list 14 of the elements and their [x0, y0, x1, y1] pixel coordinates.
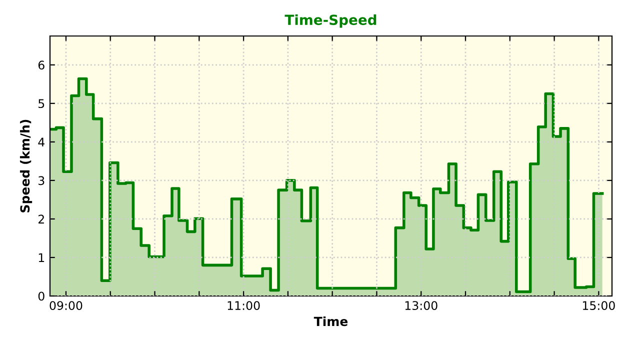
x-tick-label: 09:00: [50, 301, 82, 310]
y-tick-label: 1: [38, 253, 44, 262]
x-tick-label: 15:00: [582, 301, 615, 310]
y-tick-label: 4: [38, 138, 44, 146]
y-tick-label: 6: [38, 60, 44, 70]
y-tick-label: 0: [38, 292, 44, 301]
x-axis-title: Time: [314, 316, 348, 326]
x-tick-label: 11:00: [228, 301, 260, 310]
y-tick-label: 5: [38, 99, 44, 108]
x-tick-label: 13:00: [405, 301, 438, 310]
y-axis-title: Speed (km/h): [20, 120, 32, 212]
y-tick-label: 2: [38, 214, 44, 224]
y-tick-label: 3: [38, 176, 44, 186]
chart-title: Time-Speed: [284, 14, 376, 28]
